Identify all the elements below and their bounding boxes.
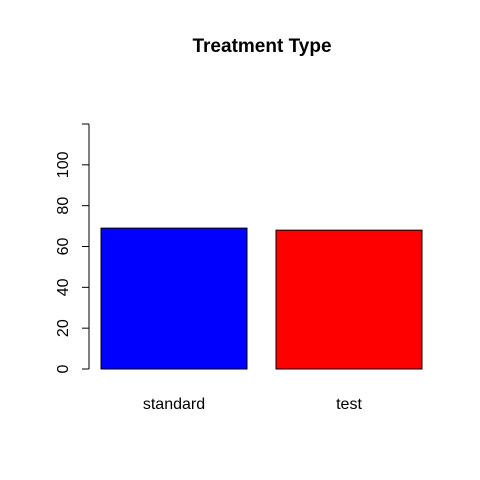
- x-axis-labels: standard test: [143, 396, 363, 413]
- y-tick-label: 0: [55, 364, 72, 373]
- y-tick-label: 100: [55, 151, 72, 178]
- y-tick-label: 20: [55, 319, 72, 337]
- bars-layer: [100, 227, 423, 370]
- x-category-label: standard: [143, 396, 205, 413]
- y-tick-label: 40: [55, 278, 72, 296]
- bar-test: [275, 229, 423, 370]
- x-category-label: test: [336, 396, 362, 413]
- y-axis: 0 20 40 60 80 100: [55, 123, 90, 373]
- y-tick-label: 60: [55, 238, 72, 256]
- bar-standard: [100, 227, 248, 370]
- chart-title: Treatment Type: [192, 36, 331, 57]
- y-tick-label: 80: [55, 197, 72, 215]
